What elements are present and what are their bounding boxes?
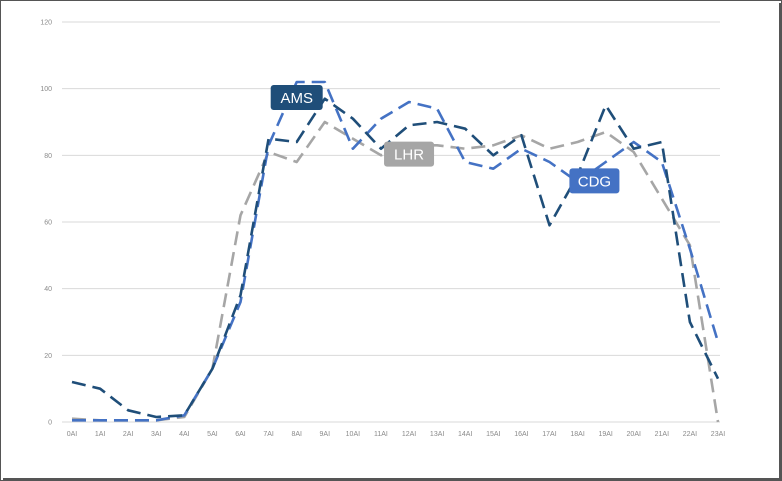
series-line-cdg — [72, 80, 720, 422]
frame-shadow-bottom — [3, 478, 782, 481]
x-tick-label: 5AI — [207, 431, 218, 438]
series-label-ams: AMS — [270, 85, 323, 110]
series-label-cdg: CDG — [569, 168, 620, 194]
series-lines — [71, 80, 720, 423]
x-tick-label: 21AI — [655, 431, 669, 438]
x-tick-label: 18AI — [570, 431, 584, 438]
label-background — [569, 168, 620, 194]
x-tick-label: 15AI — [486, 431, 500, 438]
label-background — [384, 141, 435, 167]
x-tick-label: 19AI — [598, 431, 612, 438]
x-tick-label: 12AI — [402, 431, 416, 438]
y-tick-label: 100 — [40, 86, 52, 93]
y-tick-label: 40 — [44, 286, 52, 293]
y-tick-label: 120 — [40, 20, 52, 27]
x-tick-label: 10AI — [346, 431, 360, 438]
y-tick-label: 20 — [44, 353, 52, 360]
x-tick-label: 1AI — [95, 431, 106, 438]
x-tick-label: 9AI — [320, 431, 331, 438]
gridlines — [62, 21, 720, 423]
series-labels: AMS LHR CDG — [270, 85, 620, 194]
series-label-text: LHR — [394, 147, 424, 164]
x-axis-ticks: 0AI 1AI 2AI 3AI 4AI 5AI 6AI 7AI 8AI 9AI 10AI 11AI 12… — [67, 431, 726, 438]
x-tick-label: 14AI — [458, 431, 472, 438]
series-label-lhr: LHR — [384, 141, 435, 167]
series-line-ams — [71, 97, 720, 419]
x-tick-label: 8AI — [291, 431, 302, 438]
x-tick-label: 6AI — [235, 431, 246, 438]
frame-shadow-right — [779, 3, 782, 481]
x-tick-label: 11AI — [374, 431, 388, 438]
x-tick-label: 3AI — [151, 431, 162, 438]
x-tick-label: 23AI — [711, 431, 725, 438]
x-tick-label: 13AI — [430, 431, 444, 438]
x-tick-label: 2AI — [123, 431, 134, 438]
x-tick-label: 20AI — [627, 431, 641, 438]
x-tick-label: 0AI — [67, 431, 78, 438]
y-tick-label: 60 — [44, 220, 52, 227]
label-background — [270, 85, 323, 110]
x-tick-label: 17AI — [542, 431, 556, 438]
x-tick-label: 4AI — [179, 431, 190, 438]
y-tick-label: 80 — [44, 153, 52, 160]
y-axis-ticks: 0 20 40 60 80 100 120 — [40, 20, 52, 427]
x-tick-label: 16AI — [514, 431, 528, 438]
x-tick-label: 7AI — [263, 431, 274, 438]
series-line-lhr — [71, 120, 720, 423]
series-label-text: AMS — [280, 90, 313, 107]
x-tick-label: 22AI — [683, 431, 697, 438]
y-tick-label: 0 — [48, 420, 52, 427]
series-label-text: CDG — [578, 173, 611, 190]
